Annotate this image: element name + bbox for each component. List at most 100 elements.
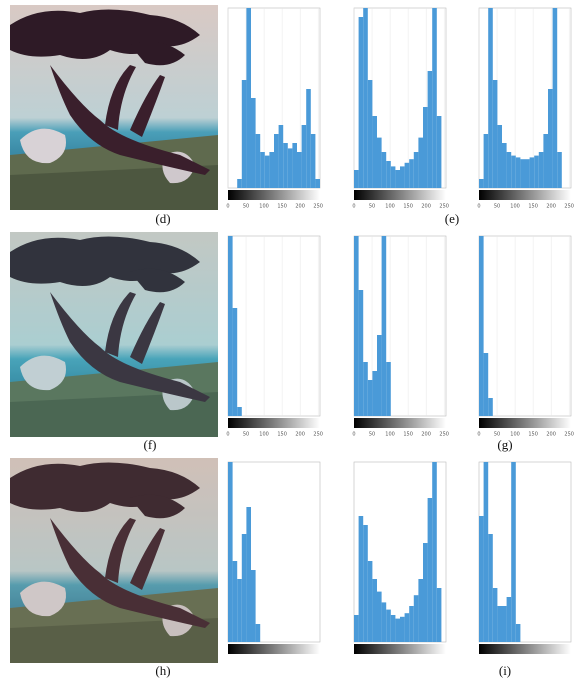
histogram-bar [395,170,400,188]
histogram-bar [525,159,530,188]
x-tick-label: 50 [494,204,500,210]
histogram-bar [358,516,364,642]
histogram-bar [278,125,284,188]
histogram-bar [400,166,405,188]
x-tick-label: 150 [403,432,413,438]
histogram-bar [232,308,238,416]
histogram-bar [483,134,489,188]
histogram-bar [363,362,368,416]
x-tick-label: 0 [352,204,355,210]
x-tick-label: 200 [546,204,556,210]
histogram-bar [506,152,512,188]
plot-area [478,235,572,417]
histogram-bar [377,335,382,416]
histogram-bar [432,8,437,188]
x-tick-label: 50 [494,432,500,438]
histogram-bar [367,380,373,416]
histogram-bar [232,561,238,642]
histogram-bar [502,143,507,188]
x-tick-label: 150 [403,204,413,210]
histogram-bar [552,8,558,188]
histogram-bar [413,595,419,642]
x-tick-label: 200 [546,432,556,438]
histogram-bar [367,561,373,642]
histogram-bar [497,606,502,642]
histogram-bar [301,125,307,188]
x-tick-label: 50 [243,204,249,210]
intensity-bar [479,644,571,654]
histogram-bar [255,134,261,188]
histogram-bar [427,71,433,188]
x-tick-label: 200 [295,204,305,210]
intensity-bar [354,418,446,428]
histogram-bar [251,570,256,642]
histogram-bar [367,80,373,188]
histogram-bar [315,179,320,188]
histogram-bar [386,609,391,642]
x-tick-label: 50 [369,204,375,210]
histogram-bar [515,624,521,642]
histogram-bar [354,236,359,416]
histogram-bar [381,602,387,642]
x-tick-label: 150 [528,204,538,210]
histogram-bar [511,462,516,642]
histogram-bar [274,134,279,188]
histogram-bar [386,362,391,416]
histogram-bar [241,80,247,188]
histogram-bar [246,8,251,188]
histogram-bar [292,143,297,188]
histogram-bar [488,534,493,642]
photo [10,232,218,437]
histogram-bar [492,80,498,188]
x-tick-label: 250 [439,204,449,210]
histogram-bar [269,152,274,188]
x-tick-label: 200 [421,204,431,210]
histogram-bar [432,462,437,642]
x-tick-label: 200 [295,432,305,438]
x-tick-label: 100 [385,204,395,210]
caption: (d) [155,211,170,226]
histogram-bar [548,89,553,188]
histogram-bar [543,134,548,188]
histogram-bar [386,161,391,188]
histogram-bar [557,152,562,188]
histogram-bar [310,134,316,188]
intensity-bar [354,644,446,654]
x-tick-label: 0 [226,204,229,210]
x-tick-label: 50 [369,432,375,438]
histogram-bar [358,290,364,416]
histogram-bar [228,236,233,416]
histogram-bar [418,137,423,188]
histogram-bar [515,157,521,188]
x-tick-label: 100 [259,432,269,438]
histogram-bar [381,152,387,188]
x-tick-label: 100 [385,432,395,438]
histogram-bar [264,155,270,188]
intensity-bar [228,190,320,200]
histogram-bar [354,615,359,642]
histogram-bar [390,615,396,642]
x-tick-label: 100 [510,204,520,210]
histogram-bar [297,152,302,188]
histogram-bar [418,579,423,642]
histogram-bar [492,588,498,642]
histogram-bar [506,597,512,642]
histogram-bar [483,353,489,416]
histogram-bar [511,155,516,188]
histogram-bar [363,8,368,188]
histogram-bar [237,407,242,416]
intensity-bar [479,418,571,428]
histogram-bar [404,613,410,642]
histogram-bar [381,236,387,416]
x-tick-label: 0 [226,432,229,438]
x-tick-label: 150 [277,204,287,210]
histogram-bar [237,179,242,188]
histogram-bar [372,116,377,188]
histogram-bar [283,143,288,188]
histogram-bar [520,159,525,188]
x-tick-label: 100 [510,432,520,438]
x-tick-label: 0 [477,432,480,438]
caption: (h) [155,663,170,678]
photo [10,458,218,663]
